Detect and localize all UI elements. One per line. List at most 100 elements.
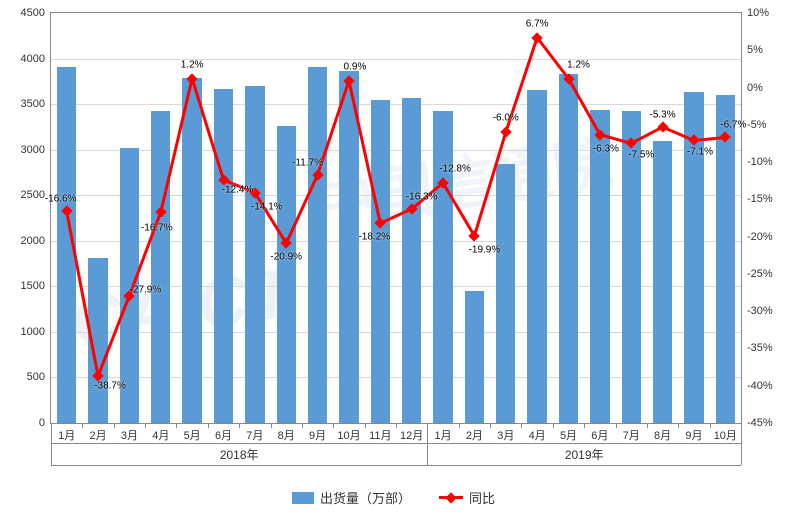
x-tick-mark — [459, 423, 460, 428]
line-data-label: -14.1% — [251, 201, 283, 212]
x-tick: 9月 — [685, 423, 702, 443]
x-tick-mark — [584, 423, 585, 428]
x-tick-mark — [271, 423, 272, 428]
line-data-label: -12.4% — [222, 184, 254, 195]
x-group-sep-h — [51, 443, 741, 444]
x-tick-mark — [176, 423, 177, 428]
line-series — [51, 13, 741, 423]
y-right-tick: 5% — [741, 44, 763, 56]
line-data-label: -20.9% — [270, 252, 302, 263]
legend-item: 出货量（万部） — [292, 488, 411, 507]
x-tick: 3月 — [121, 423, 138, 443]
y-right-tick: 0% — [741, 82, 763, 94]
y-right-tick: -40% — [741, 380, 773, 392]
y-right-tick: 10% — [741, 7, 769, 19]
line-data-label: -11.7% — [292, 157, 323, 168]
y-right-tick: -25% — [741, 268, 773, 280]
x-tick-mark — [145, 423, 146, 428]
y-left-tick: 0 — [39, 417, 51, 429]
line-data-label: -5.3% — [650, 110, 676, 121]
x-tick-mark — [521, 423, 522, 428]
x-tick: 9月 — [309, 423, 326, 443]
legend-swatch-line — [439, 496, 463, 499]
line-data-label: 1.2% — [567, 59, 590, 70]
x-tick: 2月 — [89, 423, 106, 443]
x-tick: 10月 — [714, 423, 737, 443]
y-left-tick: 1000 — [21, 326, 51, 338]
x-tick-mark — [616, 423, 617, 428]
x-tick: 12月 — [400, 423, 423, 443]
x-tick-mark — [553, 423, 554, 428]
x-tick-mark — [647, 423, 648, 428]
line-data-label: -6.0% — [493, 113, 519, 124]
plot-area: CAICT中国信通院050010001500200025003000350040… — [50, 12, 742, 424]
x-tick-mark — [333, 423, 334, 428]
y-right-tick: -35% — [741, 342, 773, 354]
x-group-label: 2018年 — [220, 446, 259, 463]
line-data-label: -7.1% — [687, 147, 713, 158]
x-tick: 4月 — [152, 423, 169, 443]
line-data-label: -6.7% — [720, 120, 746, 131]
y-right-tick: -20% — [741, 231, 773, 243]
x-tick-mark — [365, 423, 366, 428]
line-data-label: -12.8% — [439, 163, 471, 174]
x-tick: 3月 — [497, 423, 514, 443]
line-data-label: -18.2% — [358, 232, 390, 243]
y-left-tick: 1500 — [21, 280, 51, 292]
legend-label: 同比 — [469, 488, 495, 507]
x-tick: 7月 — [623, 423, 640, 443]
x-tick-mark — [239, 423, 240, 428]
x-tick: 6月 — [215, 423, 232, 443]
x-tick-mark — [302, 423, 303, 428]
line-data-label: -6.3% — [593, 143, 619, 154]
line-data-label: -16.7% — [141, 223, 173, 234]
x-tick-mark — [114, 423, 115, 428]
y-left-tick: 3000 — [21, 144, 51, 156]
x-tick: 11月 — [369, 423, 391, 443]
legend-swatch-bar — [292, 492, 314, 504]
x-tick-mark — [490, 423, 491, 428]
x-tick: 5月 — [560, 423, 577, 443]
line-data-label: -27.9% — [130, 284, 162, 295]
y-right-tick: -15% — [741, 193, 773, 205]
line-data-label: -38.7% — [94, 381, 126, 392]
x-tick: 4月 — [529, 423, 546, 443]
x-tick-mark — [678, 423, 679, 428]
combo-chart: CAICT中国信通院050010001500200025003000350040… — [0, 0, 787, 514]
y-left-tick: 2000 — [21, 235, 51, 247]
x-axis-box-side — [51, 423, 52, 465]
x-tick-mark — [710, 423, 711, 428]
x-tick: 2月 — [466, 423, 483, 443]
x-tick: 5月 — [184, 423, 201, 443]
x-tick: 1月 — [434, 423, 451, 443]
x-tick: 8月 — [654, 423, 671, 443]
y-right-tick: -45% — [741, 417, 773, 429]
x-tick: 10月 — [337, 423, 360, 443]
x-tick-mark — [396, 423, 397, 428]
x-group-bottom — [51, 465, 741, 466]
line-data-label: -7.5% — [628, 150, 654, 161]
y-right-tick: -30% — [741, 305, 773, 317]
line-data-label: 0.9% — [344, 61, 367, 72]
y-left-tick: 4000 — [21, 53, 51, 65]
legend: 出货量（万部） 同比 — [0, 488, 787, 507]
y-left-tick: 4500 — [21, 7, 51, 19]
x-axis-box-side — [741, 423, 742, 465]
line-data-label: -16.6% — [45, 194, 77, 205]
x-tick: 1月 — [58, 423, 75, 443]
y-left-tick: 3500 — [21, 98, 51, 110]
y-right-tick: -10% — [741, 156, 773, 168]
x-tick: 6月 — [591, 423, 608, 443]
line-data-label: -19.9% — [469, 244, 501, 255]
x-group-label: 2019年 — [565, 446, 604, 463]
x-tick: 7月 — [246, 423, 263, 443]
x-tick: 8月 — [278, 423, 295, 443]
x-tick-mark — [82, 423, 83, 428]
legend-label: 出货量（万部） — [320, 488, 411, 507]
x-tick-mark — [208, 423, 209, 428]
line-data-label: -16.3% — [406, 192, 438, 203]
legend-item: 同比 — [439, 488, 495, 507]
y-left-tick: 500 — [27, 371, 51, 383]
x-group-sep — [427, 423, 428, 465]
line-data-label: 6.7% — [526, 18, 549, 29]
